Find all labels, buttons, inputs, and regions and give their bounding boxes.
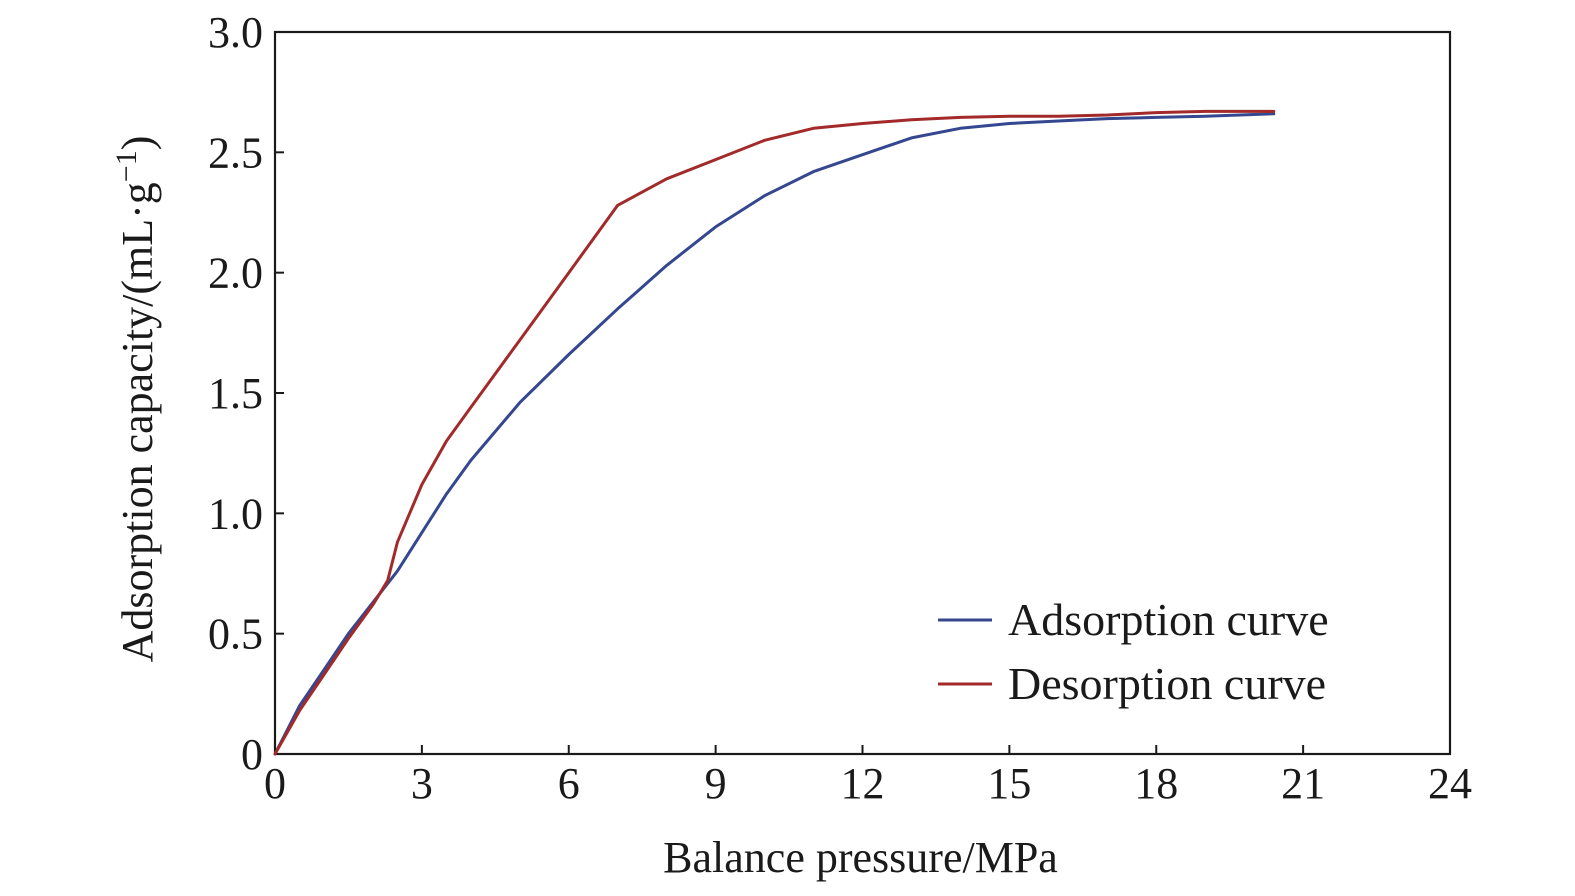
y-axis-title: Adsorption capacity/(mL·g−1) [110,136,163,663]
x-tick-label: 9 [705,759,727,808]
legend-label: Adsorption curve [1008,594,1329,645]
y-axis-title-superscript: −1 [110,150,143,182]
x-tick-label: 18 [1134,759,1178,808]
series-layer [273,109,1276,756]
y-axis-title-close: ) [113,136,162,151]
x-axis-title: Balance pressure/MPa [663,833,1058,882]
legend: Adsorption curve Desorption curve [938,594,1329,709]
y-tick-label: 0 [241,730,263,779]
y-tick-label: 0.5 [208,610,263,659]
y-tick-label: 1.0 [208,489,263,538]
y-tick-label: 2.0 [208,249,263,298]
x-tick-label: 24 [1428,759,1472,808]
x-tick-label: 21 [1281,759,1325,808]
x-tick-label: 3 [411,759,433,808]
y-tick-label: 3.0 [208,8,263,57]
series-line-desorption [273,109,1276,756]
y-axis-title-main: Adsorption capacity/(mL·g [113,182,162,662]
legend-label: Desorption curve [1008,658,1326,709]
x-tick-label: 15 [987,759,1031,808]
x-tick-label: 12 [841,759,885,808]
y-tick-label: 1.5 [208,369,263,418]
x-tick-label: 0 [264,759,286,808]
x-tick-label: 6 [558,759,580,808]
y-tick-label: 2.5 [208,128,263,177]
y-axis: 0 0.5 1.0 1.5 2.0 2.5 3.0 [208,8,284,779]
x-axis: 0 3 6 9 12 15 18 21 24 [264,745,1472,808]
